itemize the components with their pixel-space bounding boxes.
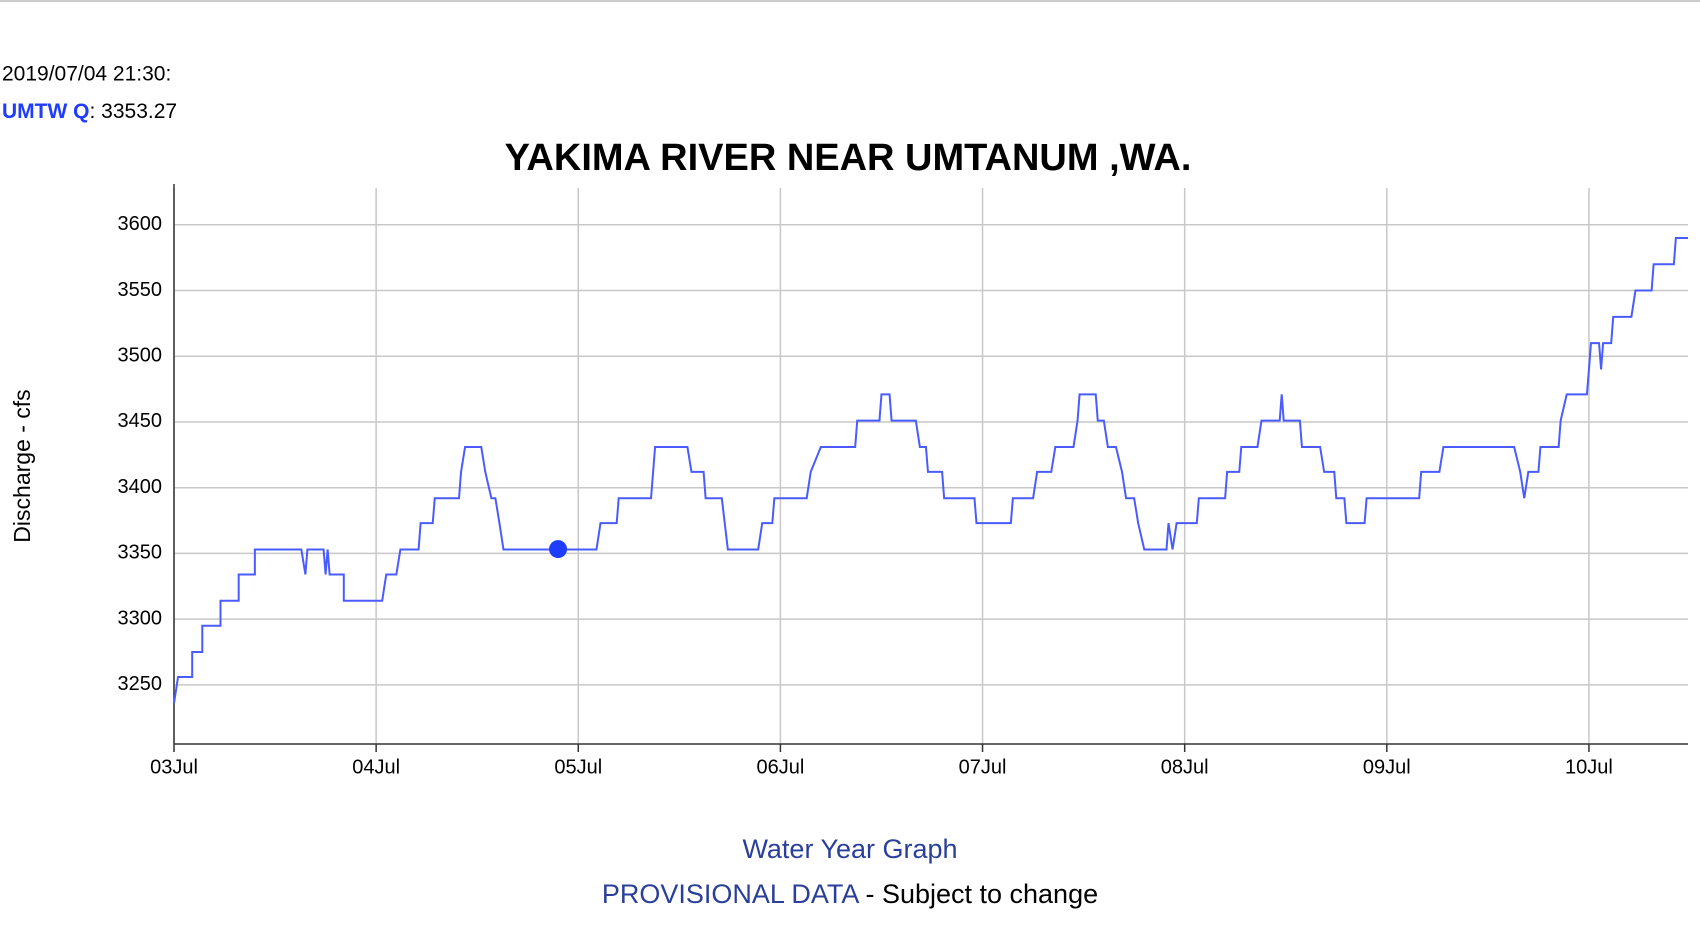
x-tick-label: 07Jul [959,756,1007,778]
readout-time: 2019/07/04 21:30: [2,63,171,86]
y-tick-label: 3450 [118,410,163,432]
x-tick-label: 06Jul [757,756,805,778]
y-tick-label: 3350 [118,542,163,564]
provisional-link[interactable]: PROVISIONAL DATA [602,879,860,909]
y-tick-label: 3250 [118,673,163,695]
y-axis-label: Discharge - cfs [9,389,35,542]
series-line [173,236,1688,704]
readout-name: UMTW Q [2,100,89,123]
x-tick-label: 03Jul [150,756,198,778]
notice-rest: - Subject to change [858,879,1098,909]
x-tick-label: 10Jul [1565,756,1613,778]
y-tick-label: 3500 [118,345,163,367]
footer-notice: PROVISIONAL DATA - Subject to change [602,879,1098,909]
cursor-point [549,540,568,559]
y-tick-label: 3400 [118,476,163,498]
readout-value: : 3353.27 [89,100,177,123]
x-tick-label: 08Jul [1161,756,1209,778]
readout-line: UMTW Q: 3353.27 [2,100,177,123]
y-tick-label: 3300 [118,607,163,629]
water-year-link[interactable]: Water Year Graph [742,834,957,864]
chart-title: YAKIMA RIVER NEAR UMTANUM ,WA. [505,137,1192,179]
y-tick-label: 3550 [118,279,163,301]
y-tick-label: 3600 [118,213,163,235]
x-tick-label: 05Jul [554,756,602,778]
x-tick-label: 04Jul [352,756,400,778]
x-tick-label: 09Jul [1363,756,1411,778]
